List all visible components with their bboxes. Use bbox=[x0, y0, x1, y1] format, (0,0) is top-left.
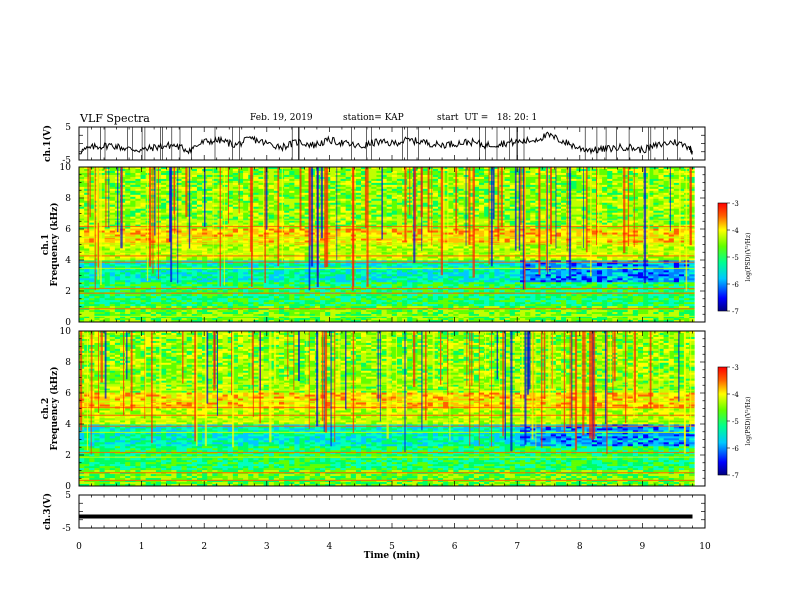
x-tick-label: 9 bbox=[640, 542, 646, 552]
x-axis-label: Time (min) bbox=[364, 550, 421, 561]
colorbars: -3 -4 -5 -6 -7 log(PSD)(V²/Hz) -3 -4 -5 -6 -7 log(P… bbox=[718, 200, 752, 480]
x-tick-label: 7 bbox=[514, 542, 520, 552]
y-axis-label: ch.3(V) bbox=[42, 493, 53, 530]
x-tick-label: 1 bbox=[139, 542, 145, 552]
x-tick-label: 3 bbox=[264, 542, 270, 552]
y-tick-label: 5 bbox=[65, 123, 71, 133]
x-tick-label: 4 bbox=[327, 542, 333, 552]
y-tick-label: 2 bbox=[65, 451, 71, 461]
colorbar-tick-label: -6 bbox=[732, 445, 739, 453]
y-tick-label: 8 bbox=[65, 194, 71, 204]
y-tick-label: 5 bbox=[65, 491, 71, 501]
y-axis-label: Frequency (kHz) bbox=[49, 366, 60, 450]
x-tick-label: 0 bbox=[76, 542, 82, 552]
x-tick-label: 6 bbox=[452, 542, 458, 552]
colorbar bbox=[718, 203, 727, 311]
colorbar-tick-label: -7 bbox=[732, 472, 739, 480]
colorbar bbox=[718, 367, 727, 475]
colorbar-tick-label: -7 bbox=[732, 308, 739, 316]
y-tick-label: 10 bbox=[60, 163, 72, 173]
y-tick-label: -5 bbox=[62, 524, 71, 534]
ch1-waveform-trace bbox=[79, 127, 692, 160]
y-axis-label: Frequency (kHz) bbox=[49, 202, 60, 286]
ch1-spectrogram-image bbox=[79, 167, 695, 322]
colorbar-tick-label: -5 bbox=[732, 418, 739, 426]
colorbar-tick-label: -5 bbox=[732, 254, 739, 262]
colorbar-tick-label: -6 bbox=[732, 281, 739, 289]
ch2-spectrogram-image bbox=[79, 331, 695, 486]
colorbar-tick-label: -3 bbox=[732, 364, 739, 372]
y-axis-label: ch.1(V) bbox=[42, 125, 53, 162]
y-tick-label: 6 bbox=[65, 225, 71, 235]
y-tick-label: 4 bbox=[65, 256, 71, 266]
y-tick-label: 8 bbox=[65, 358, 71, 368]
y-tick-label: 6 bbox=[65, 389, 71, 399]
colorbar-label: log(PSD)(V²/Hz) bbox=[745, 397, 752, 446]
y-tick-label: 2 bbox=[65, 287, 71, 297]
x-tick-label: 10 bbox=[699, 542, 711, 552]
y-tick-label: 4 bbox=[65, 420, 71, 430]
y-tick-label: 10 bbox=[60, 327, 72, 337]
x-tick-label: 8 bbox=[577, 542, 583, 552]
colorbar-tick-label: -3 bbox=[732, 200, 739, 208]
x-tick-label: 2 bbox=[201, 542, 207, 552]
colorbar-label: log(PSD)(V²/Hz) bbox=[745, 233, 752, 282]
colorbar-tick-label: -4 bbox=[732, 391, 739, 399]
ch1-series-line bbox=[79, 132, 692, 154]
colorbar-tick-label: -4 bbox=[732, 227, 739, 235]
